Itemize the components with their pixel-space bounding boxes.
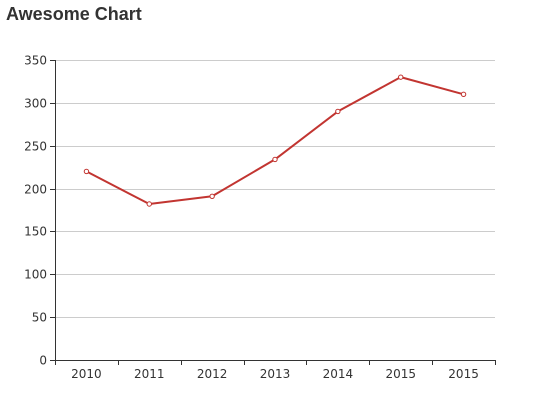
y-tick-label: 150 <box>24 225 47 239</box>
x-tick-label: 2014 <box>323 367 354 381</box>
data-point[interactable] <box>146 201 152 207</box>
data-point[interactable] <box>209 193 215 199</box>
x-tick-label: 2010 <box>71 367 102 381</box>
x-tick-label: 2015 <box>385 367 416 381</box>
data-point[interactable] <box>398 74 404 80</box>
y-tick-label: 0 <box>39 354 47 368</box>
y-tick-label: 250 <box>24 140 47 154</box>
gridlines <box>55 60 495 318</box>
y-tick-label: 350 <box>24 54 47 68</box>
y-tick-label: 50 <box>32 311 47 325</box>
data-point[interactable] <box>460 91 467 97</box>
y-tick-label: 100 <box>24 268 47 282</box>
data-point[interactable] <box>272 156 278 163</box>
y-tick-label: 300 <box>24 97 47 111</box>
x-tick-label: 2011 <box>134 367 165 381</box>
data-point[interactable] <box>335 108 341 115</box>
y-tick-label: 200 <box>24 183 47 197</box>
axes: 0 50 100 150 200 250 300 350 2010 2011 2012 2013 201… <box>24 54 496 381</box>
x-tick-label: 2012 <box>197 367 228 381</box>
x-tick-label: 2015 <box>448 367 479 381</box>
x-tick-label: 2013 <box>260 367 291 381</box>
series-layer <box>83 74 467 207</box>
chart-title: Awesome Chart <box>6 4 142 24</box>
series-line <box>85 76 464 205</box>
data-point[interactable] <box>83 168 90 175</box>
